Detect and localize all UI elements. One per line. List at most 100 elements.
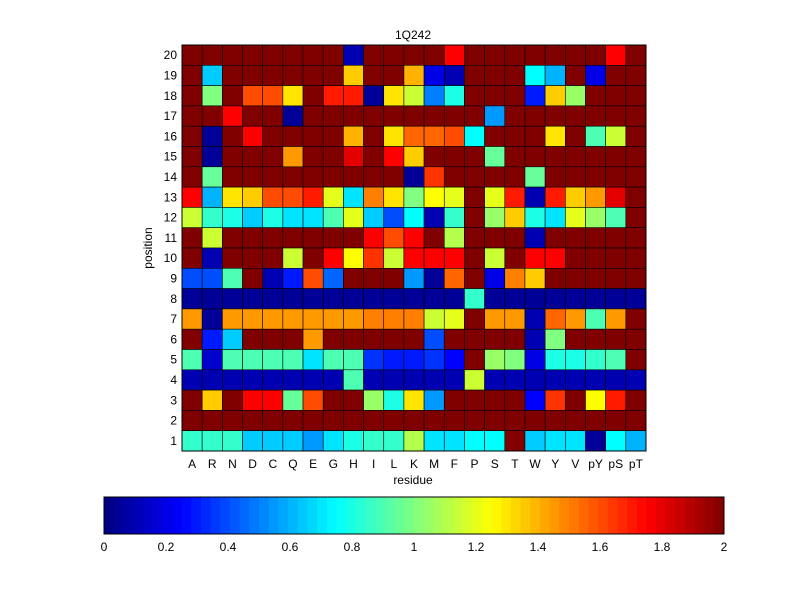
heatmap-cell — [585, 227, 606, 249]
heatmap-cell — [464, 369, 485, 391]
heatmap-cell — [565, 349, 586, 371]
colorbar-segment — [346, 497, 357, 534]
heatmap-cell — [605, 328, 627, 350]
heatmap-cell — [222, 369, 243, 391]
colorbar-segment — [694, 497, 706, 534]
heatmap-cell — [464, 166, 485, 188]
colorbar-tick-label: 1.8 — [654, 540, 671, 554]
heatmap-cell — [464, 328, 485, 350]
heatmap-cell — [242, 125, 263, 147]
heatmap-cell — [504, 125, 526, 147]
heatmap-cell — [544, 186, 566, 208]
heatmap-cell — [302, 146, 324, 168]
heatmap-cell — [443, 146, 465, 168]
heatmap-cell — [565, 369, 586, 391]
heatmap-cell — [585, 267, 606, 289]
colorbar-segment — [113, 497, 124, 534]
heatmap-cell — [322, 125, 344, 147]
heatmap-cell — [605, 349, 627, 371]
heatmap-cell — [484, 227, 506, 249]
heatmap-cell — [423, 267, 445, 289]
heatmap-cell — [201, 85, 223, 107]
heatmap-cell — [363, 105, 385, 127]
x-tick-label: G — [329, 457, 338, 471]
heatmap-cell — [484, 328, 506, 350]
colorbar-tick-label: 1 — [411, 540, 418, 554]
heatmap-cell — [625, 125, 647, 147]
heatmap-cell — [423, 389, 445, 411]
heatmap-cell — [282, 410, 304, 431]
colorbar-segment — [171, 497, 182, 534]
colorbar-segment — [636, 497, 647, 534]
heatmap-cell — [524, 349, 546, 371]
heatmap-cell — [343, 125, 364, 147]
x-tick-label: S — [491, 457, 499, 471]
heatmap-cell — [363, 430, 385, 452]
heatmap-cell — [544, 267, 566, 289]
x-tick-label: A — [188, 457, 196, 471]
heatmap-cell — [322, 105, 344, 127]
heatmap-cell — [322, 186, 344, 208]
heatmap-cell — [524, 85, 546, 107]
heatmap-cell — [565, 247, 586, 269]
heatmap-cell — [484, 247, 506, 269]
x-tick-label: D — [248, 457, 257, 471]
heatmap-cell — [322, 369, 344, 391]
colorbar-segment — [384, 497, 396, 534]
heatmap-cell — [443, 349, 465, 371]
heatmap-cell — [282, 186, 304, 208]
heatmap-cell — [383, 369, 405, 391]
heatmap-cell — [484, 207, 506, 228]
y-tick-label: 15 — [164, 150, 178, 164]
colorbar-segment — [443, 497, 454, 534]
heatmap-cell — [302, 125, 324, 147]
heatmap-cell — [565, 146, 586, 168]
heatmap-cell — [242, 44, 263, 66]
heatmap-cell — [181, 65, 203, 86]
y-tick-label: 14 — [164, 170, 178, 184]
heatmap-cell — [262, 389, 284, 411]
heatmap-cell — [363, 247, 385, 269]
heatmap-cell — [403, 410, 425, 431]
colorbar-segment — [104, 497, 115, 534]
heatmap-cell — [383, 44, 405, 66]
colorbar-segment — [191, 497, 202, 534]
heatmap-cell — [242, 247, 263, 269]
heatmap-cell — [201, 166, 223, 188]
heatmap-cell — [262, 44, 284, 66]
heatmap-cell — [282, 430, 304, 452]
heatmap-cell — [322, 146, 344, 168]
heatmap-cell — [423, 227, 445, 249]
heatmap-cell — [322, 328, 344, 350]
heatmap-cell — [423, 146, 445, 168]
heatmap-cell — [484, 85, 506, 107]
heatmap-cell — [423, 430, 445, 452]
heatmap-cell — [282, 308, 304, 330]
heatmap-cell — [282, 389, 304, 411]
heatmap-cell — [504, 186, 526, 208]
heatmap-cell — [222, 227, 243, 249]
heatmap-cell — [181, 105, 203, 127]
heatmap-cell — [302, 308, 324, 330]
heatmap-cell — [201, 288, 223, 310]
heatmap-cell — [585, 410, 606, 431]
colorbar-frame — [103, 496, 725, 535]
heatmap-cell — [443, 227, 465, 249]
heatmap-cell — [585, 44, 606, 66]
heatmap-cell — [181, 85, 203, 107]
heatmap-cell — [262, 65, 284, 86]
heatmap-cell — [222, 288, 243, 310]
colorbar-segment — [685, 497, 696, 534]
heatmap-cell — [524, 267, 546, 289]
heatmap-cell — [625, 410, 647, 431]
heatmap-cell — [201, 247, 223, 269]
heatmap-cell — [363, 369, 385, 391]
heatmap-cell — [524, 44, 546, 66]
heatmap-cell — [423, 85, 445, 107]
heatmap-cell — [443, 410, 465, 431]
heatmap-cell — [322, 288, 344, 310]
heatmap-cell — [625, 44, 647, 66]
heatmap-cell — [201, 410, 223, 431]
colorbar-segment — [414, 497, 425, 534]
heatmap-cell — [625, 369, 647, 391]
